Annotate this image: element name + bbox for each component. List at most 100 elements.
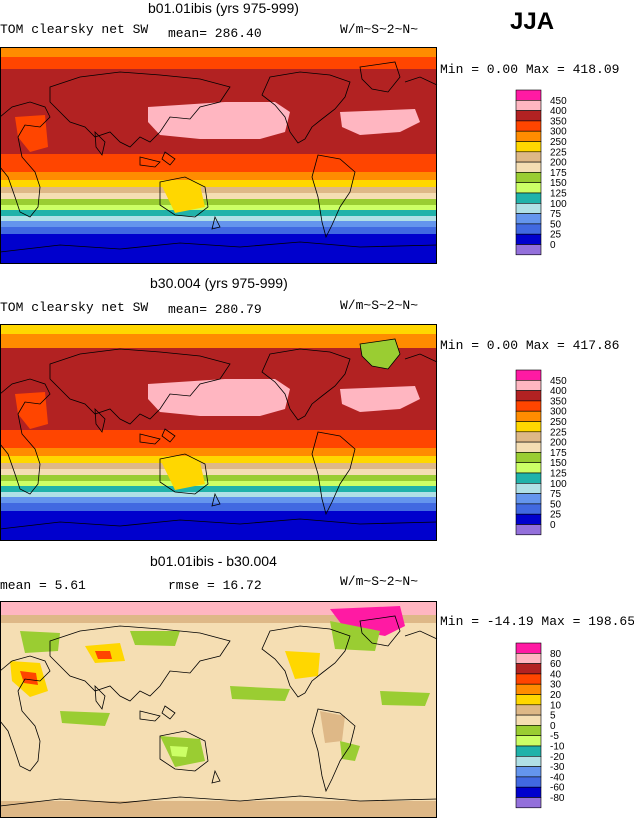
colorbar-swatch (515, 151, 542, 163)
colorbar-tick-label: -60 (550, 783, 565, 794)
colorbar-tick-label: 75 (550, 489, 562, 500)
colorbar-tick-label: -80 (550, 793, 565, 804)
panel3-minmax: Min = -14.19 Max = 198.65 (440, 614, 634, 629)
colorbar-swatch (515, 369, 542, 381)
colorbar-swatch (515, 213, 542, 225)
colorbar-tick-label: 125 (550, 189, 567, 200)
colorbar-swatch (515, 493, 542, 505)
colorbar-tick-label: 30 (550, 680, 562, 691)
panel3-title: b01.01ibis - b30.004 (150, 553, 277, 569)
colorbar-swatch (515, 524, 542, 536)
colorbar-swatch (515, 400, 542, 412)
colorbar-swatch (515, 141, 542, 153)
colorbar-swatch (515, 673, 542, 685)
colorbar-swatch (515, 244, 542, 256)
colorbar-swatch (515, 441, 542, 453)
colorbar-tick-label: -10 (550, 742, 565, 753)
colorbar-swatch (515, 462, 542, 474)
colorbar-swatch (515, 725, 542, 737)
colorbar-swatch (515, 694, 542, 706)
colorbar-tick-label: 175 (550, 168, 567, 179)
panel2-mean: mean= 280.79 (168, 302, 262, 317)
colorbar-swatch (515, 192, 542, 204)
colorbar-tick-label: 225 (550, 427, 567, 438)
colorbar-swatch (515, 100, 542, 111)
panel3-rmse: rmse = 16.72 (168, 578, 262, 593)
colorbar-tick-label: 200 (550, 438, 567, 449)
colorbar-swatch (515, 663, 542, 675)
panel2-map (0, 324, 438, 541)
colorbar-swatch (515, 421, 542, 433)
colorbar-tick-label: 60 (550, 659, 562, 670)
panel2-units: W/m~S~2~N~ (340, 298, 419, 313)
panel1-map (0, 47, 438, 264)
colorbar-swatch (515, 766, 542, 778)
colorbar-tick-label: 250 (550, 417, 567, 428)
panel2-minmax: Min = 0.00 Max = 417.86 (440, 338, 620, 353)
colorbar-tick-label: 25 (550, 230, 562, 241)
colorbar-tick-label: 0 (550, 721, 556, 732)
colorbar-tick-label: 300 (550, 127, 567, 138)
colorbar-swatch (515, 482, 542, 494)
colorbar-tick-label: 300 (550, 407, 567, 418)
colorbar-swatch (515, 161, 542, 173)
colorbar-swatch (515, 182, 542, 194)
colorbar-tick-label: 5 (550, 711, 556, 722)
colorbar-tick-label: 200 (550, 158, 567, 169)
colorbar-swatch (515, 130, 542, 142)
colorbar-tick-label: 150 (550, 178, 567, 189)
colorbar-swatch (515, 642, 542, 654)
colorbar-tick-label: 75 (550, 209, 562, 220)
colorbar-tick-label: 25 (550, 510, 562, 521)
colorbar-swatch (515, 431, 542, 443)
colorbar-tick-label: 350 (550, 116, 567, 127)
colorbar-swatch (515, 223, 542, 235)
colorbar-swatch (515, 172, 542, 183)
colorbar-tick-label: -20 (550, 752, 565, 763)
colorbar-tick-label: 100 (550, 199, 567, 210)
colorbar-tick-label: 0 (550, 240, 556, 251)
colorbar-tick-label: 450 (550, 376, 567, 387)
colorbar-tick-label: 50 (550, 499, 562, 510)
colorbar-swatch (515, 89, 542, 101)
colorbar-tick-label: -40 (550, 772, 565, 783)
colorbar-tick-label: 20 (550, 690, 562, 701)
colorbar-tick-label: 150 (550, 458, 567, 469)
colorbar-swatch (515, 503, 542, 515)
colorbar-tick-label: 100 (550, 479, 567, 490)
colorbar-tick-label: 400 (550, 106, 567, 117)
colorbar-swatch (515, 683, 542, 695)
colorbar-tick-label: -30 (550, 762, 565, 773)
panel2-title: b30.004 (yrs 975-999) (150, 275, 288, 291)
colorbar-swatch (515, 745, 542, 757)
panel1-title: b01.01ibis (yrs 975-999) (148, 0, 299, 16)
panel1-mean: mean= 286.40 (168, 26, 262, 41)
panel2-variable: TOM clearsky net SW (0, 300, 149, 315)
colorbar-swatch (515, 797, 542, 809)
colorbar-tick-label: 450 (550, 96, 567, 107)
colorbar-swatch (515, 755, 542, 767)
colorbar-swatch (515, 776, 542, 788)
colorbar-swatch (515, 513, 542, 525)
colorbar-swatch (515, 704, 542, 716)
colorbar-tick-label: 40 (550, 669, 562, 680)
colorbar-swatch (515, 110, 542, 122)
panel1-variable: TOM clearsky net SW (0, 22, 149, 37)
season-label: JJA (510, 8, 555, 35)
colorbar-tick-label: 400 (550, 386, 567, 397)
colorbar-swatch (515, 203, 542, 214)
colorbar-swatch (515, 452, 542, 463)
colorbar-swatch (515, 714, 542, 726)
colorbar-swatch (515, 390, 542, 402)
panel3-map (0, 601, 438, 818)
panel3-units: W/m~S~2~N~ (340, 574, 419, 589)
colorbar-tick-label: 250 (550, 137, 567, 148)
colorbar-swatch (515, 120, 542, 132)
colorbar-tick-label: 10 (550, 700, 562, 711)
colorbar-tick-label: 175 (550, 448, 567, 459)
colorbar-tick-label: 350 (550, 396, 567, 407)
